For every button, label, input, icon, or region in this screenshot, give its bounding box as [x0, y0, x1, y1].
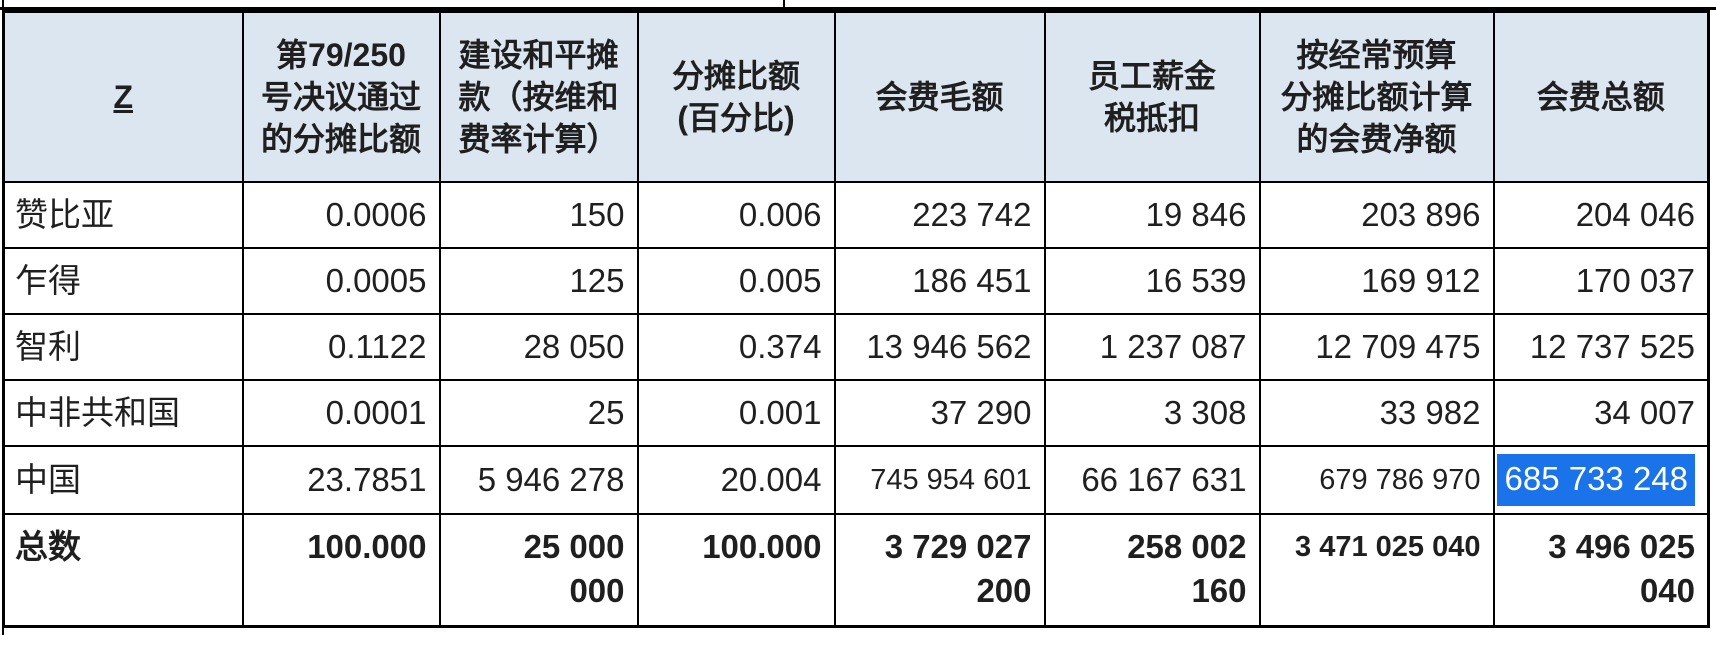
- next-row-fragment: [0, 627, 1716, 635]
- cell-value: 0.0001: [241, 379, 441, 447]
- cell-value: 28 050: [438, 313, 639, 381]
- header-row: Z 第79/250 号决议通过 的分摊比额 建设和平摊 款（按维和 费率计算） …: [2, 10, 1710, 183]
- cell-value: 100.000: [636, 513, 836, 627]
- cell-value: 12 737 525: [1492, 313, 1710, 381]
- cell-value: 223 742: [833, 181, 1046, 249]
- cell-value: 5 946 278: [438, 445, 639, 515]
- table-row-chad: 乍得 0.0005 125 0.005 186 451 16 539 169 9…: [2, 247, 1710, 315]
- table-row-total: 总数 100.000 25 000 000 100.000 3 729 027 …: [2, 513, 1710, 627]
- cell-value: 679 786 970: [1258, 445, 1495, 515]
- country-name: 赞比亚: [2, 181, 244, 249]
- cell-value: 0.005: [636, 247, 836, 315]
- header-cell-total: 会费总额: [1492, 10, 1710, 183]
- grid-line-fragment: [783, 0, 785, 7]
- header-cell-staff-assessment: 员工薪金 税抵扣: [1043, 10, 1261, 183]
- cell-value: 169 912: [1258, 247, 1495, 315]
- grid-line-fragment: [2, 0, 4, 7]
- cell-value: 25: [438, 379, 639, 447]
- previous-row-fragment: [0, 0, 1716, 10]
- column-header-label: Z: [113, 78, 134, 115]
- table-row-china: 中国 23.7851 5 946 278 20.004 745 954 601 …: [2, 445, 1710, 515]
- cell-value: 23.7851: [241, 445, 441, 515]
- table-row-central-african-republic: 中非共和国 0.0001 25 0.001 37 290 3 308 33 98…: [2, 379, 1710, 447]
- cell-value: 34 007: [1492, 379, 1710, 447]
- cell-value: 0.0006: [241, 181, 441, 249]
- cell-value: 37 290: [833, 379, 1046, 447]
- country-name: 中非共和国: [2, 379, 244, 447]
- cell-value: 204 046: [1492, 181, 1710, 249]
- cell-value: 0.0005: [241, 247, 441, 315]
- cell-value: 125: [438, 247, 639, 315]
- table-row-chile: 智利 0.1122 28 050 0.374 13 946 562 1 237 …: [2, 313, 1710, 381]
- cell-value: 19 846: [1043, 181, 1261, 249]
- cell-value: 16 539: [1043, 247, 1261, 315]
- table-row-zambia: 赞比亚 0.0006 150 0.006 223 742 19 846 203 …: [2, 181, 1710, 249]
- cell-value: 258 002 160: [1043, 513, 1261, 627]
- cell-value-selected: 685 733 248: [1492, 445, 1710, 515]
- selected-text-highlight[interactable]: 685 733 248: [1497, 454, 1695, 506]
- cell-value: 20.004: [636, 445, 836, 515]
- cell-value: 25 000 000: [438, 513, 639, 627]
- cell-value: 66 167 631: [1043, 445, 1261, 515]
- cell-value: 203 896: [1258, 181, 1495, 249]
- cell-value: 3 729 027 200: [833, 513, 1046, 627]
- header-cell-net: 按经常预算 分摊比额计算 的会费净额: [1258, 10, 1495, 183]
- cell-value: 745 954 601: [833, 445, 1046, 515]
- total-label: 总数: [2, 513, 244, 627]
- cell-value: 3 471 025 040: [1258, 513, 1495, 627]
- cell-value: 1 237 087: [1043, 313, 1261, 381]
- cell-value: 3 308: [1043, 379, 1261, 447]
- cell-value: 13 946 562: [833, 313, 1046, 381]
- cell-value: 100.000: [241, 513, 441, 627]
- cell-value: 3 496 025 040: [1492, 513, 1710, 627]
- country-name: 乍得: [2, 247, 244, 315]
- header-cell-gross: 会费毛额: [833, 10, 1046, 183]
- header-cell-resolution-rate: 第79/250 号决议通过 的分摊比额: [241, 10, 441, 183]
- cell-value: 170 037: [1492, 247, 1710, 315]
- cell-value: 186 451: [833, 247, 1046, 315]
- assessments-table: Z 第79/250 号决议通过 的分摊比额 建设和平摊 款（按维和 费率计算） …: [2, 10, 1710, 628]
- country-name: 智利: [2, 313, 244, 381]
- header-cell-peacebuilding: 建设和平摊 款（按维和 费率计算）: [438, 10, 639, 183]
- header-cell-rate-percent: 分摊比额 (百分比): [636, 10, 836, 183]
- grid-line-fragment: [2, 627, 4, 635]
- cell-value: 0.374: [636, 313, 836, 381]
- cell-value: 0.006: [636, 181, 836, 249]
- cell-value: 0.1122: [241, 313, 441, 381]
- cell-value: 0.001: [636, 379, 836, 447]
- country-name: 中国: [2, 445, 244, 515]
- cell-value: 33 982: [1258, 379, 1495, 447]
- cell-value: 150: [438, 181, 639, 249]
- cell-value: 12 709 475: [1258, 313, 1495, 381]
- header-cell-z: Z: [2, 10, 244, 183]
